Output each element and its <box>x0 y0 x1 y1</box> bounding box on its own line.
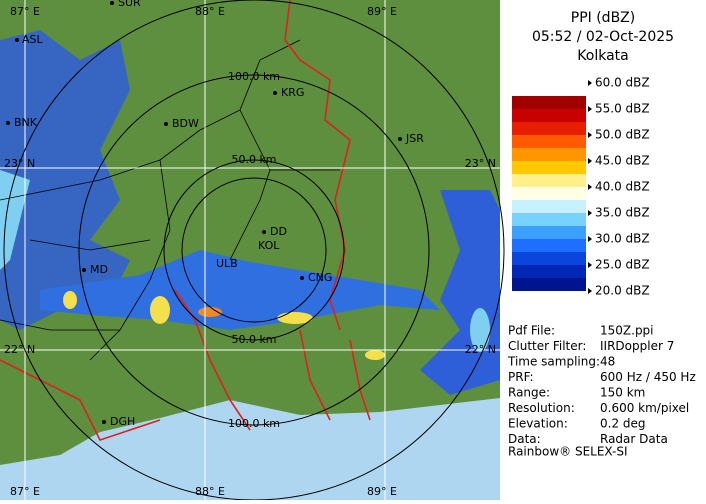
panel-title: PPI (dBZ) <box>571 10 635 26</box>
info-value: 0.600 km/pixel <box>600 401 689 415</box>
lon-label: 89° E <box>367 5 397 18</box>
legend-tick <box>588 236 592 242</box>
legend-tick <box>588 80 592 86</box>
legend-tick <box>588 158 592 164</box>
ring-label: 50.0 km <box>231 153 276 166</box>
info-value: 0.2 deg <box>600 417 646 431</box>
info-key: Elevation: <box>508 417 568 431</box>
panel: PPI (dBZ) 05:52 / 02-Oct-2025 Kolkata 60… <box>507 10 696 459</box>
place-label: SUR <box>118 0 141 9</box>
legend-tick <box>588 106 592 112</box>
place-label: DD <box>270 225 287 238</box>
legend-tick <box>588 132 592 138</box>
info-key: Time sampling:48 <box>507 355 615 369</box>
place-label: ULB <box>216 257 238 270</box>
place-label: KRG <box>281 86 304 99</box>
info-table: Pdf File: 150Z.ppi Clutter Filter: IIRDoppl… <box>507 324 696 447</box>
lon-label: 89° E <box>367 485 397 498</box>
lon-label: 87° E <box>10 5 40 18</box>
legend-tick <box>588 184 592 190</box>
ring-label: 100.0 km <box>228 417 280 430</box>
legend-label: 20.0 dBZ <box>595 284 650 298</box>
info-value: 150 km <box>600 386 645 400</box>
borders <box>0 0 371 441</box>
info-value: Radar Data <box>600 432 668 446</box>
legend-label: 55.0 dBZ <box>595 102 650 116</box>
place-label: ASL <box>22 33 44 46</box>
place-label: KOL <box>258 239 280 252</box>
place-label: MD <box>90 263 108 276</box>
ring-label: 50.0 km <box>231 333 276 346</box>
ring-label: 100.0 km <box>228 70 280 83</box>
lat-label: 22° N <box>465 343 496 356</box>
legend-label: 25.0 dBZ <box>595 258 650 272</box>
info-key: Data: <box>508 432 541 446</box>
places: SUR ASL BNK BDW KRG JSR DD KOL ULB CNG M… <box>6 0 424 428</box>
lat-label: 23° N <box>465 157 496 170</box>
legend-label: 60.0 dBZ <box>595 76 650 90</box>
footer: Rainbow® SELEX-SI <box>508 445 628 459</box>
place-label: BNK <box>14 116 38 129</box>
info-value: 150Z.ppi <box>600 324 654 338</box>
legend-tick <box>588 262 592 268</box>
lon-label: 88° E <box>195 5 225 18</box>
info-key: Resolution: <box>508 401 575 415</box>
info-key: Pdf File: <box>508 324 555 338</box>
legend-label: 35.0 dBZ <box>595 206 650 220</box>
place-label: JSR <box>405 132 424 145</box>
place-label: CNG <box>308 271 332 284</box>
lon-label: 88° E <box>195 485 225 498</box>
panel-site: Kolkata <box>577 48 628 64</box>
graticule <box>0 0 500 500</box>
place-label: BDW <box>172 117 199 130</box>
legend-label: 30.0 dBZ <box>595 232 650 246</box>
color-bar <box>512 96 586 291</box>
info-value: 600 Hz / 450 Hz <box>600 370 696 384</box>
legend-tick <box>588 288 592 294</box>
map: 87° E 88° E 89° E 87° E 88° E 89° E 23° … <box>0 0 505 501</box>
legend-label: 45.0 dBZ <box>595 154 650 168</box>
lat-label: 22° N <box>4 343 35 356</box>
lat-label: 23° N <box>4 157 35 170</box>
info-key: Range: <box>508 386 550 400</box>
legend: 60.0 dBZ 55.0 dBZ 50.0 dBZ 45.0 dBZ 40.0 dBZ… <box>588 76 650 298</box>
info-value: IIRDoppler 7 <box>600 339 674 353</box>
info-key: PRF: <box>508 370 534 384</box>
info-key: Clutter Filter: <box>508 339 586 353</box>
legend-label: 50.0 dBZ <box>595 128 650 142</box>
lon-label: 87° E <box>10 485 40 498</box>
legend-label: 40.0 dBZ <box>595 180 650 194</box>
panel-time: 05:52 / 02-Oct-2025 <box>532 29 674 45</box>
place-label: DGH <box>110 415 135 428</box>
echoes <box>0 30 500 395</box>
legend-tick <box>588 210 592 216</box>
sea <box>0 398 500 500</box>
